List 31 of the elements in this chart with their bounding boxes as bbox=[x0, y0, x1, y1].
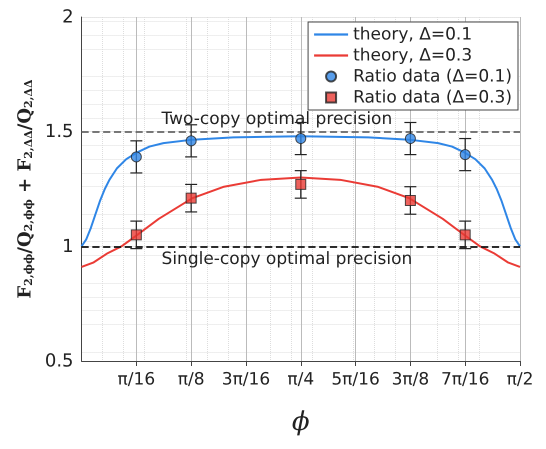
x-tick-label: 5π/16 bbox=[331, 370, 380, 390]
legend-label: theory, Δ=0.1 bbox=[353, 24, 472, 44]
x-tick-label: 7π/16 bbox=[440, 370, 490, 390]
x-tick-label: π/2 bbox=[506, 370, 534, 390]
y-tick-label: 0.5 bbox=[44, 350, 74, 372]
point bbox=[460, 229, 471, 240]
x-tick-label: 3π/8 bbox=[392, 370, 430, 390]
point bbox=[460, 149, 471, 160]
point bbox=[295, 133, 306, 144]
ref-line-label: Single-copy optimal precision bbox=[162, 248, 412, 269]
legend-label: Ratio data (Δ=0.1) bbox=[353, 66, 512, 86]
line-series bbox=[80, 176, 521, 268]
y-tick-label: 1.5 bbox=[44, 121, 74, 142]
x-axis-title: ϕ bbox=[292, 407, 310, 437]
legend-label: Ratio data (Δ=0.3) bbox=[353, 88, 512, 108]
ref-line-label: Two-copy optimal precision bbox=[160, 109, 392, 130]
legend-label: theory, Δ=0.3 bbox=[353, 46, 472, 66]
point bbox=[295, 178, 306, 190]
y-axis-title: F2,ϕϕ/Q2,ϕϕ + F2,ΔΔ/Q2,ΔΔ bbox=[14, 78, 36, 299]
x-tick-label: 3π/16 bbox=[222, 370, 270, 390]
point bbox=[130, 229, 142, 240]
x-tick-label: π/16 bbox=[118, 370, 156, 390]
point bbox=[186, 135, 197, 146]
point bbox=[130, 151, 142, 162]
y-tick-label: 1 bbox=[62, 236, 74, 257]
point bbox=[404, 194, 416, 206]
point bbox=[186, 192, 197, 204]
x-tick-label: π/8 bbox=[178, 370, 205, 390]
y-tick-label: 2 bbox=[62, 6, 74, 28]
point bbox=[404, 133, 416, 144]
x-tick-label: π/4 bbox=[287, 370, 314, 390]
